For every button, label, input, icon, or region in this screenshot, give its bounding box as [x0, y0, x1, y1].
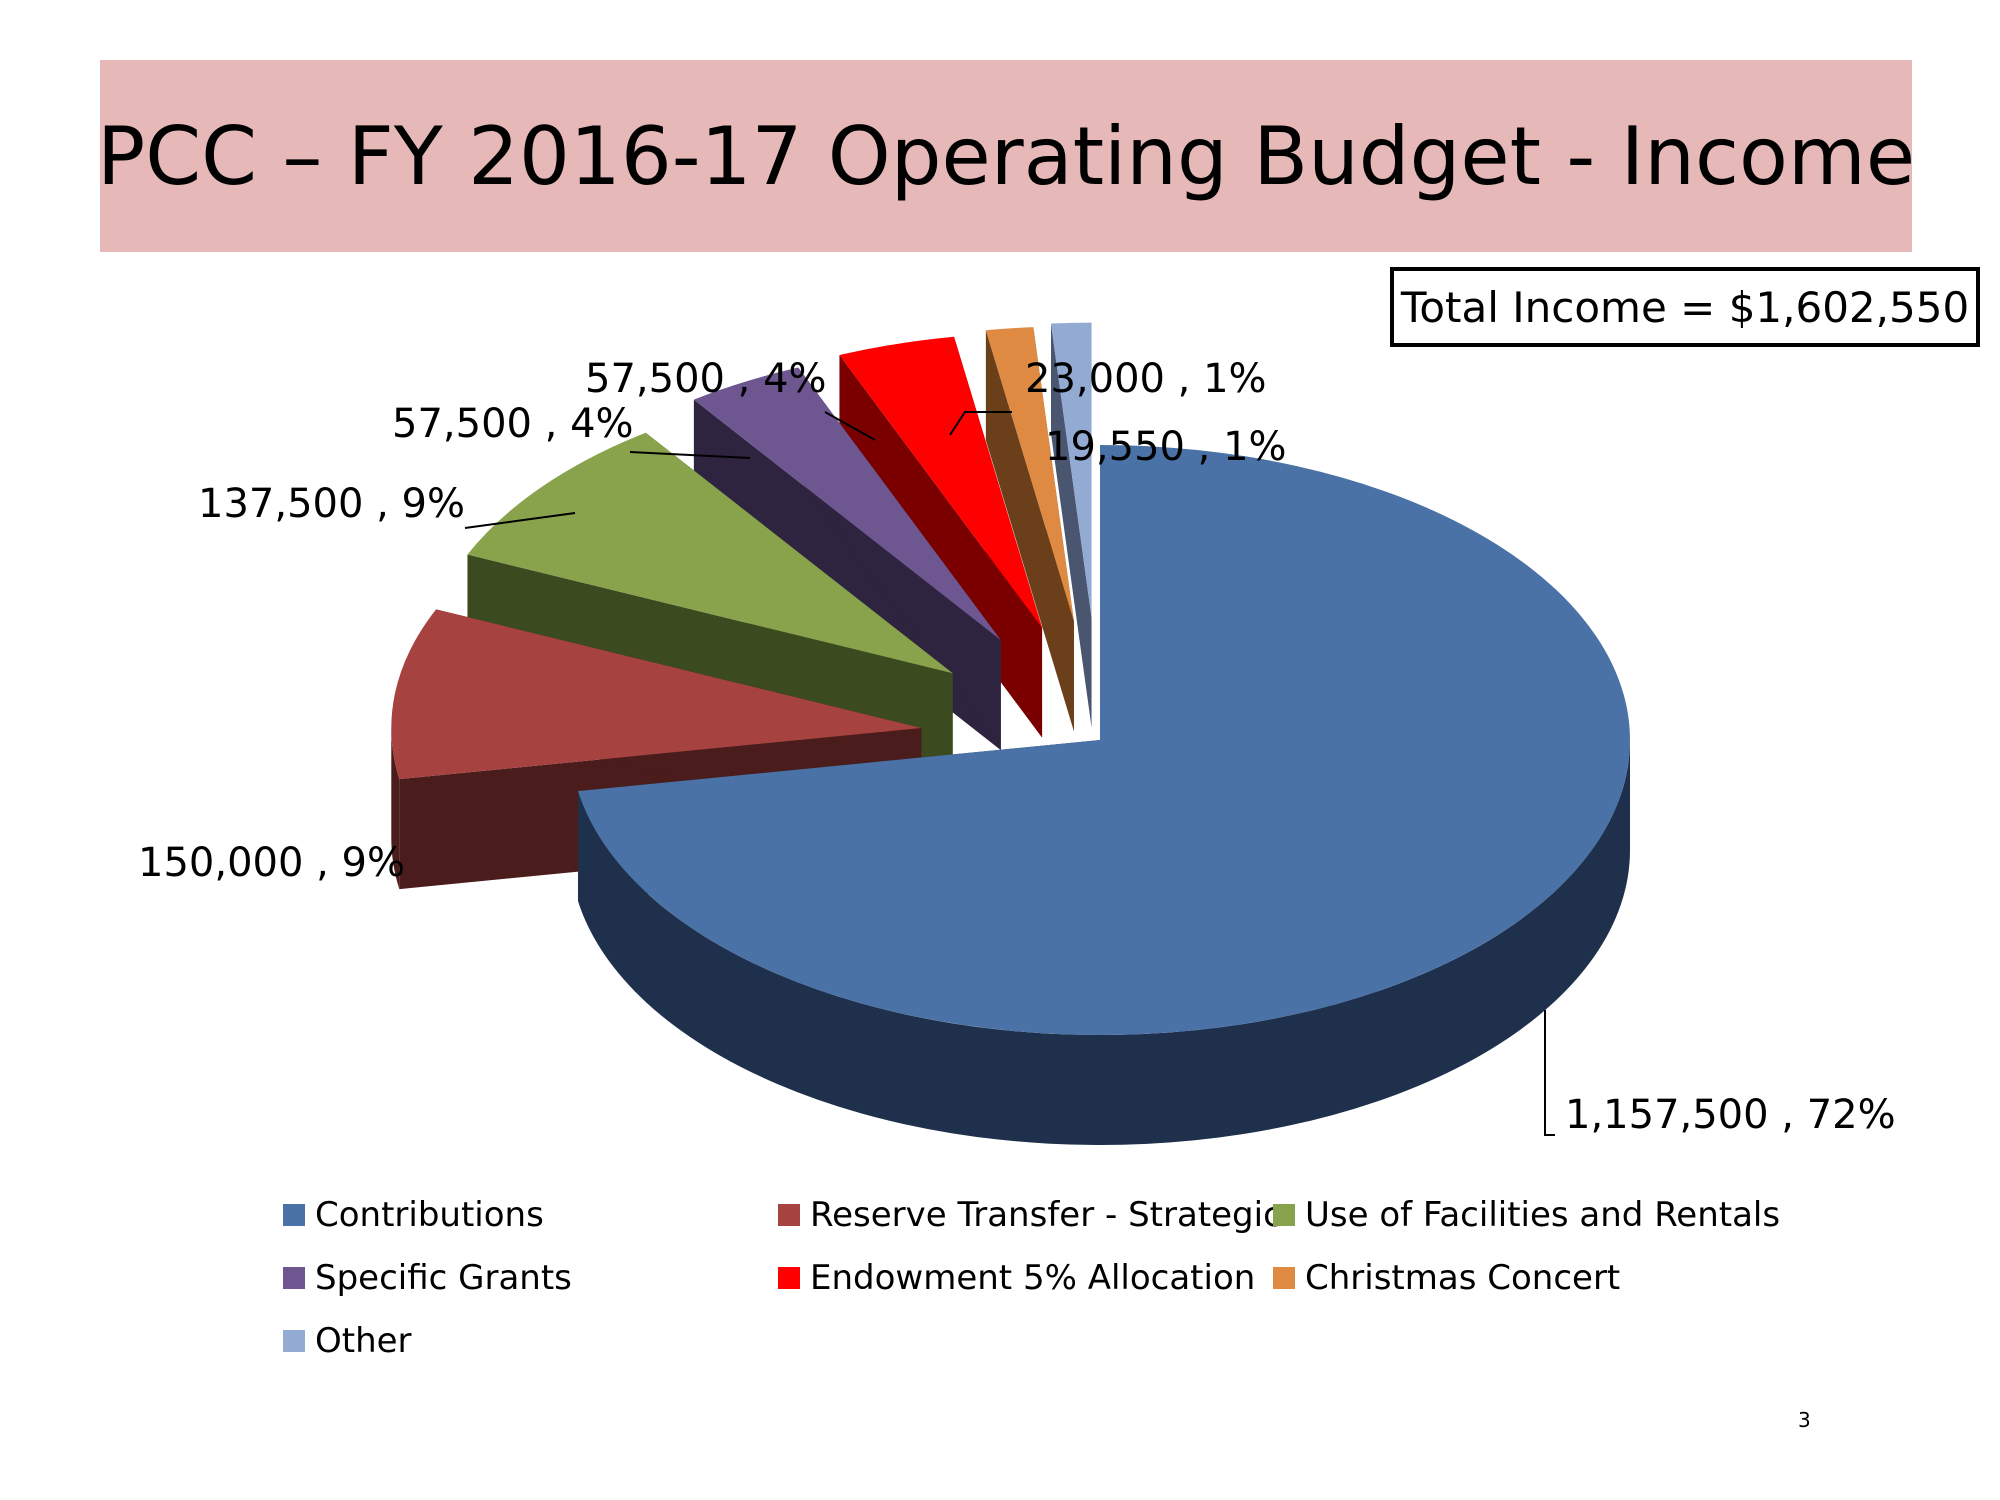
- legend-label: Endowment 5% Allocation: [810, 1258, 1256, 1298]
- data-label-endowment-5-allocation: 57,500 , 4%: [585, 356, 827, 402]
- legend-swatch: [778, 1204, 800, 1226]
- legend-item-endowment-5-allocation: Endowment 5% Allocation: [778, 1258, 1255, 1298]
- page-title: PCC – FY 2016-17 Operating Budget - Inco…: [96, 109, 1916, 203]
- legend-swatch: [1273, 1267, 1295, 1289]
- legend-swatch: [1273, 1204, 1295, 1226]
- legend-item-contributions: Contributions: [283, 1195, 544, 1235]
- legend-label: Christmas Concert: [1305, 1258, 1621, 1298]
- legend-swatch: [283, 1267, 305, 1289]
- slice-side-other-start: [1050, 323, 1092, 728]
- legend-item-use-of-facilities-and-rentals: Use of Facilities and Rentals: [1273, 1195, 1780, 1235]
- legend-swatch: [283, 1330, 305, 1352]
- slice-side-christmas-concert-start: [985, 330, 1074, 732]
- leader-line-christmas-concert: [949, 411, 1012, 436]
- legend-label: Use of Facilities and Rentals: [1305, 1195, 1781, 1235]
- data-label-other: 19,550 , 1%: [1045, 424, 1287, 470]
- slice-edge-reserve-transfer-strategic: [391, 728, 400, 890]
- slice-reserve-transfer-strategic: [391, 609, 922, 780]
- slice-edge-contributions: [578, 740, 1630, 1145]
- legend-swatch: [283, 1204, 305, 1226]
- legend-item-christmas-concert: Christmas Concert: [1273, 1258, 1620, 1298]
- slice-use-of-facilities-and-rentals: [467, 432, 953, 674]
- data-label-reserve-transfer-strategic: 150,000 , 9%: [138, 840, 405, 886]
- data-label-specific-grants: 57,500 , 4%: [392, 401, 634, 447]
- chart-legend: Contributions Reserve Transfer - Strategi…: [283, 1195, 1783, 1395]
- legend-swatch: [778, 1267, 800, 1289]
- data-label-use-of-facilities-and-rentals: 137,500 , 9%: [198, 481, 465, 527]
- legend-label: Contributions: [315, 1195, 544, 1235]
- slice-endowment-5-allocation: [839, 336, 1043, 628]
- page-number: 3: [1798, 1408, 1811, 1432]
- leader-line-contributions: [1544, 1010, 1555, 1136]
- leader-line-specific-grants: [629, 451, 751, 459]
- legend-item-reserve-transfer-strategic: Reserve Transfer - Strategic: [778, 1195, 1282, 1235]
- slice-other: [1050, 322, 1092, 618]
- slice-specific-grants: [693, 367, 1001, 641]
- legend-item-other: Other: [283, 1321, 412, 1361]
- legend-label: Reserve Transfer - Strategic: [810, 1195, 1282, 1235]
- title-banner: PCC – FY 2016-17 Operating Budget - Inco…: [96, 60, 1916, 252]
- total-income-text: Total Income = $1,602,550: [1400, 282, 1970, 332]
- slice-christmas-concert: [985, 327, 1074, 622]
- slice-contributions: [578, 445, 1630, 1035]
- leader-line-use-of-facilities-and-rentals: [464, 512, 576, 529]
- legend-label: Other: [315, 1321, 412, 1361]
- legend-label: Specific Grants: [315, 1258, 572, 1298]
- legend-item-specific-grants: Specific Grants: [283, 1258, 572, 1298]
- leader-line-endowment-5-allocation: [824, 411, 876, 441]
- data-label-christmas-concert: 23,000 , 1%: [1025, 356, 1267, 402]
- data-label-contributions: 1,157,500 , 72%: [1565, 1092, 1896, 1138]
- total-income-box: Total Income = $1,602,550: [1390, 267, 1980, 347]
